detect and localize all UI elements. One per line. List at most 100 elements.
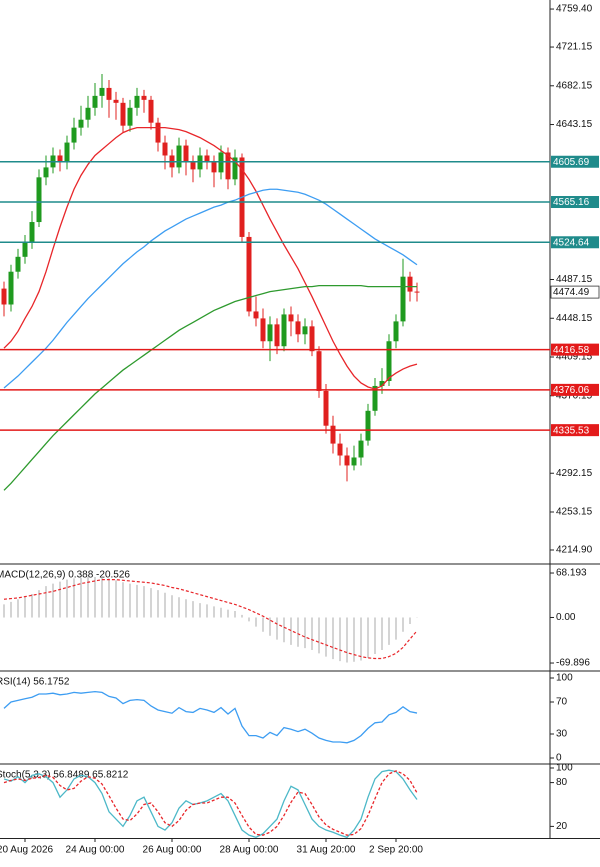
candle-body bbox=[106, 87, 112, 100]
candle-body bbox=[64, 142, 70, 163]
level-label: 4565.16 bbox=[553, 197, 590, 208]
candle-body bbox=[36, 177, 42, 223]
candle-body bbox=[281, 314, 287, 347]
candle-body bbox=[204, 155, 210, 162]
candle-body bbox=[253, 311, 259, 319]
indicator-line bbox=[3, 769, 418, 839]
candle-body bbox=[379, 380, 385, 386]
x-tick-label: 26 Aug 00:00 bbox=[143, 845, 202, 856]
y-tick-label: -69.896 bbox=[556, 658, 590, 669]
candle-body bbox=[92, 95, 98, 108]
y-tick-label: 4292.15 bbox=[556, 468, 593, 479]
candle-body bbox=[407, 276, 413, 292]
y-tick-label: 70 bbox=[556, 697, 568, 708]
indicator-line bbox=[3, 284, 417, 491]
candle-body bbox=[323, 390, 329, 426]
candle-body bbox=[337, 443, 343, 456]
candle-body bbox=[211, 161, 217, 173]
candle-body bbox=[386, 341, 392, 381]
y-tick-label: 4487.15 bbox=[556, 274, 593, 285]
price-tag bbox=[550, 285, 600, 299]
candle-body bbox=[148, 99, 154, 123]
indicator-line bbox=[3, 127, 418, 390]
candle-body bbox=[15, 256, 21, 272]
y-tick-label: 4370.15 bbox=[556, 390, 593, 401]
candle-body bbox=[162, 142, 168, 156]
y-tick-label: 20 bbox=[556, 821, 568, 832]
y-tick-label: 80 bbox=[556, 777, 568, 788]
candle-body bbox=[85, 107, 91, 120]
level-label: 4605.69 bbox=[553, 157, 590, 168]
candle-body bbox=[400, 276, 406, 322]
candle-body bbox=[295, 321, 301, 335]
candle-body bbox=[393, 321, 399, 342]
candle-body bbox=[260, 318, 266, 342]
candle-body bbox=[113, 99, 119, 103]
candle-body bbox=[120, 102, 126, 126]
candle-body bbox=[78, 119, 84, 128]
candle-body bbox=[414, 291, 420, 293]
level-label: 4524.64 bbox=[553, 237, 590, 248]
price-tag bbox=[551, 196, 599, 209]
candle-body bbox=[344, 455, 350, 466]
candle-body bbox=[190, 162, 196, 170]
x-tick-label: 31 Aug 20:00 bbox=[297, 845, 356, 856]
candle-body bbox=[127, 107, 133, 126]
y-tick-label: 4682.15 bbox=[556, 80, 593, 91]
candle-body bbox=[351, 457, 357, 466]
y-tick-label: 68.193 bbox=[556, 568, 587, 579]
y-tick-label: 100 bbox=[556, 763, 573, 774]
candle-body bbox=[57, 155, 63, 163]
price-tag bbox=[551, 155, 599, 168]
candle-body bbox=[309, 326, 315, 352]
panel-title: MACD(12,26,9) 0.388 -20.526 bbox=[0, 570, 130, 581]
x-tick-label: 28 Aug 00:00 bbox=[220, 845, 279, 856]
y-tick-label: 4448.15 bbox=[556, 313, 593, 324]
candle-body bbox=[330, 425, 336, 444]
candle-body bbox=[43, 167, 49, 178]
candle-body bbox=[302, 326, 308, 335]
candle-body bbox=[267, 324, 273, 342]
price-tag bbox=[551, 424, 599, 437]
indicator-line bbox=[3, 690, 418, 744]
y-tick-label: 4759.40 bbox=[556, 4, 593, 15]
candle-body bbox=[8, 271, 14, 305]
indicator-line bbox=[3, 770, 418, 836]
y-tick-label: 100 bbox=[556, 673, 573, 684]
candle-body bbox=[274, 324, 280, 347]
panel-title: Stoch(5,3,3) 56.8489 65.8212 bbox=[0, 770, 129, 781]
price-tag bbox=[551, 383, 599, 396]
candle-body bbox=[358, 440, 364, 458]
candle-body bbox=[176, 145, 182, 168]
candle-body bbox=[232, 157, 238, 180]
candle-body bbox=[155, 122, 161, 143]
candle-body bbox=[141, 95, 147, 100]
candle-body bbox=[134, 95, 140, 108]
candle-body bbox=[99, 87, 105, 96]
y-tick-label: 0 bbox=[556, 753, 562, 764]
candle-body bbox=[22, 241, 28, 257]
candle-body bbox=[288, 314, 294, 322]
y-tick-label: 4643.15 bbox=[556, 119, 593, 130]
level-label: 4376.06 bbox=[553, 385, 590, 396]
candle-body bbox=[183, 145, 189, 163]
price-tag bbox=[551, 343, 599, 356]
signal-line bbox=[3, 579, 418, 660]
indicator-line bbox=[3, 188, 418, 389]
price-tag bbox=[551, 236, 599, 249]
level-label: 4416.58 bbox=[553, 345, 590, 356]
x-tick-label: 24 Aug 00:00 bbox=[66, 845, 125, 856]
candle-body bbox=[71, 127, 77, 143]
candle-body bbox=[225, 152, 231, 180]
y-tick-label: 4214.90 bbox=[556, 545, 593, 556]
panel-title: RSI(14) 56.1752 bbox=[0, 677, 70, 688]
candle-body bbox=[316, 351, 322, 391]
y-tick-label: 4253.15 bbox=[556, 507, 593, 518]
x-tick-label: 2 Sep 20:00 bbox=[369, 845, 423, 856]
y-tick-label: 30 bbox=[556, 729, 568, 740]
level-label: 4335.53 bbox=[553, 425, 590, 436]
candle-body bbox=[246, 236, 252, 312]
